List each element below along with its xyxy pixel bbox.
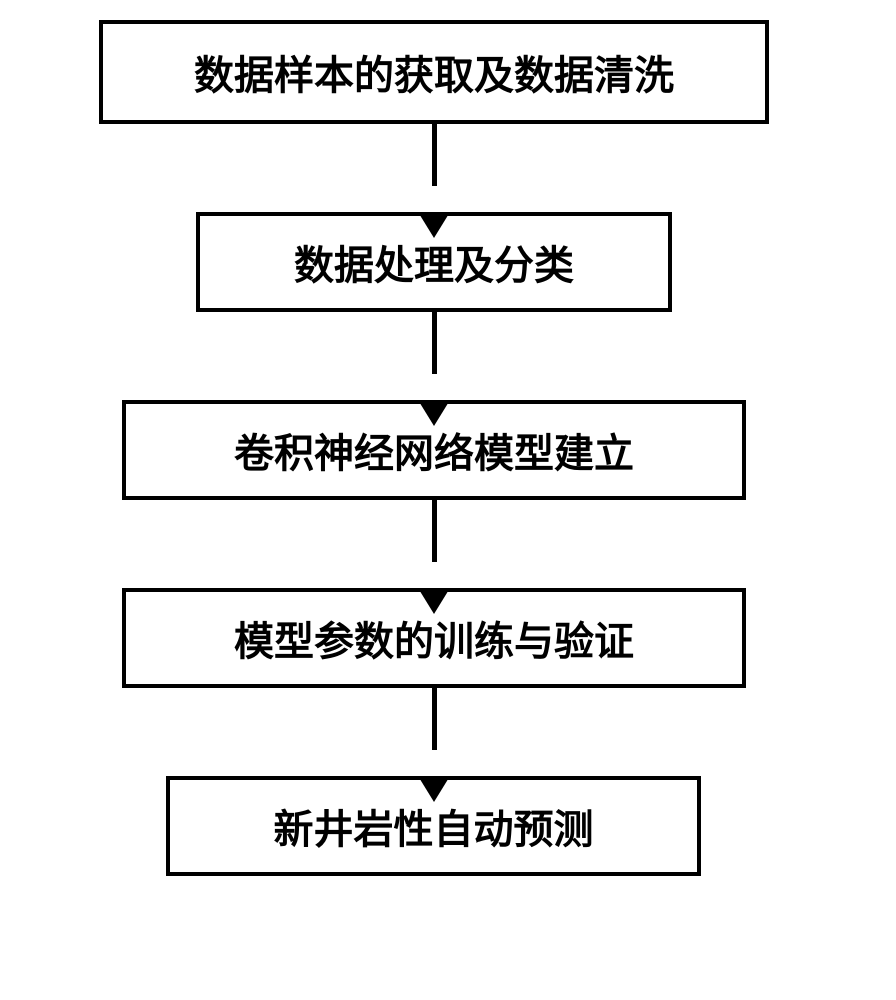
flowchart-container: 数据样本的获取及数据清洗 数据处理及分类 卷积神经网络模型建立 模型参数的训练与… — [99, 20, 769, 876]
arrow-1 — [99, 124, 769, 212]
arrow-3 — [99, 500, 769, 588]
step-label-2: 数据处理及分类 — [294, 233, 574, 291]
arrow-head-icon — [418, 212, 450, 238]
step-label-4: 模型参数的训练与验证 — [234, 609, 634, 667]
arrow-2 — [99, 312, 769, 400]
arrow-head-icon — [418, 588, 450, 614]
arrow-4 — [99, 688, 769, 776]
step-label-5: 新井岩性自动预测 — [274, 797, 594, 855]
arrow-head-icon — [418, 776, 450, 802]
step-label-3: 卷积神经网络模型建立 — [234, 421, 634, 479]
arrow-head-icon — [418, 400, 450, 426]
step-label-1: 数据样本的获取及数据清洗 — [194, 43, 674, 101]
step-box-1: 数据样本的获取及数据清洗 — [99, 20, 769, 124]
